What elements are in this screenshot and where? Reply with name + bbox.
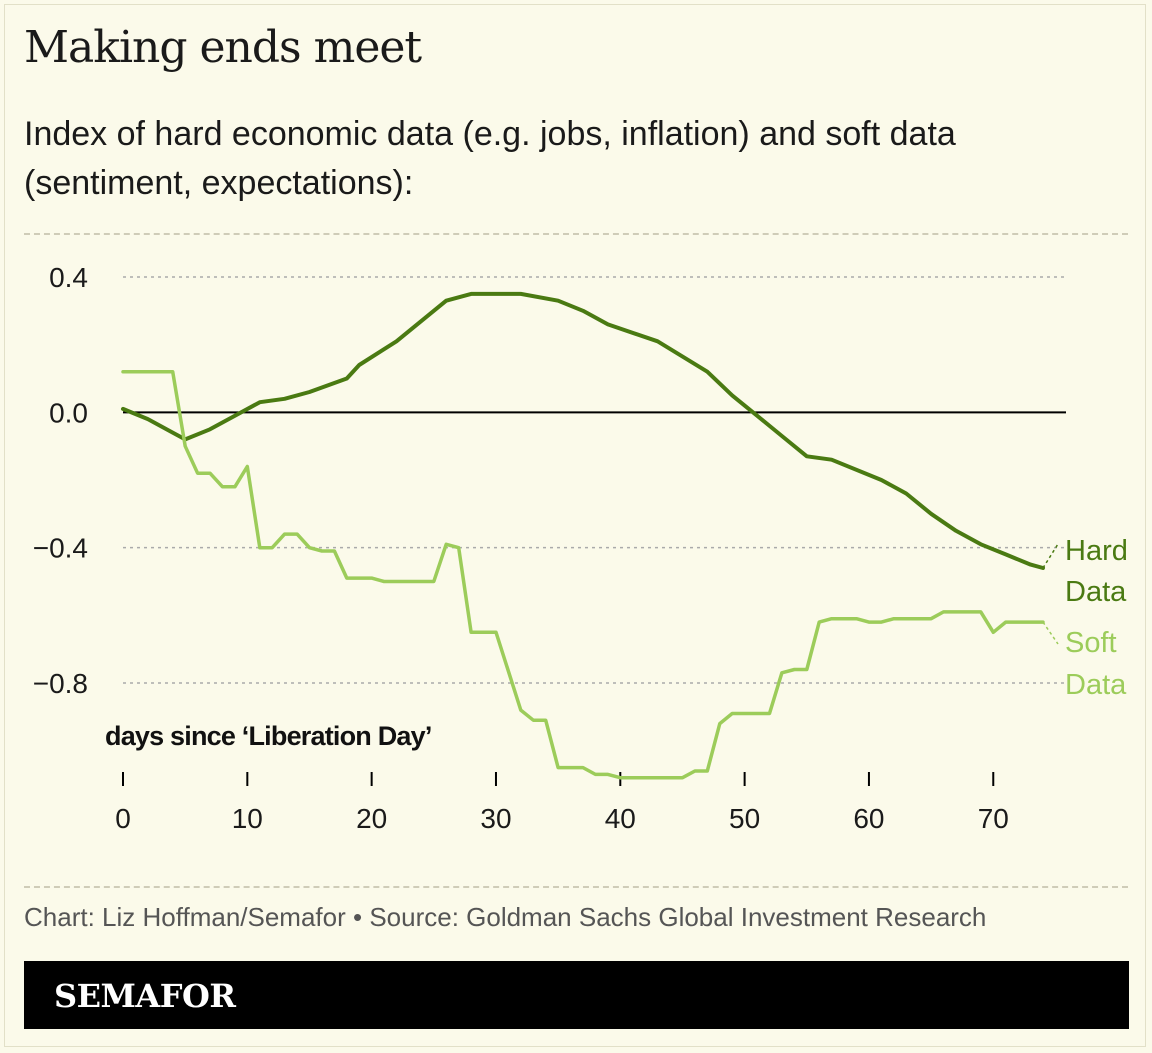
source-credit: Chart: Liz Hoffman/Semafor • Source: Gol…	[24, 902, 987, 932]
footer-bar: SEMAFOR	[24, 961, 1129, 1029]
y-tick-label: −0.8	[33, 668, 88, 699]
chart-subtitle: Index of hard economic data (e.g. jobs, …	[24, 115, 956, 202]
y-tick-label: 0.4	[49, 262, 88, 293]
soft-data-leader	[1042, 621, 1059, 645]
semafor-logo: SEMAFOR	[54, 977, 236, 1015]
x-axis-title: days since ‘Liberation Day’	[105, 721, 432, 751]
footer-divider	[24, 886, 1128, 888]
y-tick-label: −0.4	[33, 533, 88, 564]
x-tick-label: 10	[232, 803, 263, 834]
x-tick-label: 30	[480, 803, 511, 834]
hard-data-label: Data	[1065, 576, 1127, 608]
chart-card	[4, 4, 1146, 1047]
soft-data-label: Soft	[1065, 627, 1117, 659]
x-tick-label: 40	[605, 803, 636, 834]
chart-title: Making ends meet	[24, 22, 422, 73]
hard-data-line	[121, 291, 1045, 570]
y-tick-label: 0.0	[49, 397, 88, 428]
x-tick-label: 0	[115, 803, 131, 834]
hard-data-leader	[1042, 543, 1059, 569]
x-tick-label: 50	[729, 803, 760, 834]
header-divider	[24, 233, 1128, 235]
soft-data-label: Data	[1065, 669, 1127, 701]
hard-data-label: Hard	[1065, 535, 1128, 567]
x-tick-label: 70	[978, 803, 1009, 834]
soft-data-line	[121, 369, 1045, 780]
x-tick-label: 60	[853, 803, 884, 834]
x-tick-label: 20	[356, 803, 387, 834]
